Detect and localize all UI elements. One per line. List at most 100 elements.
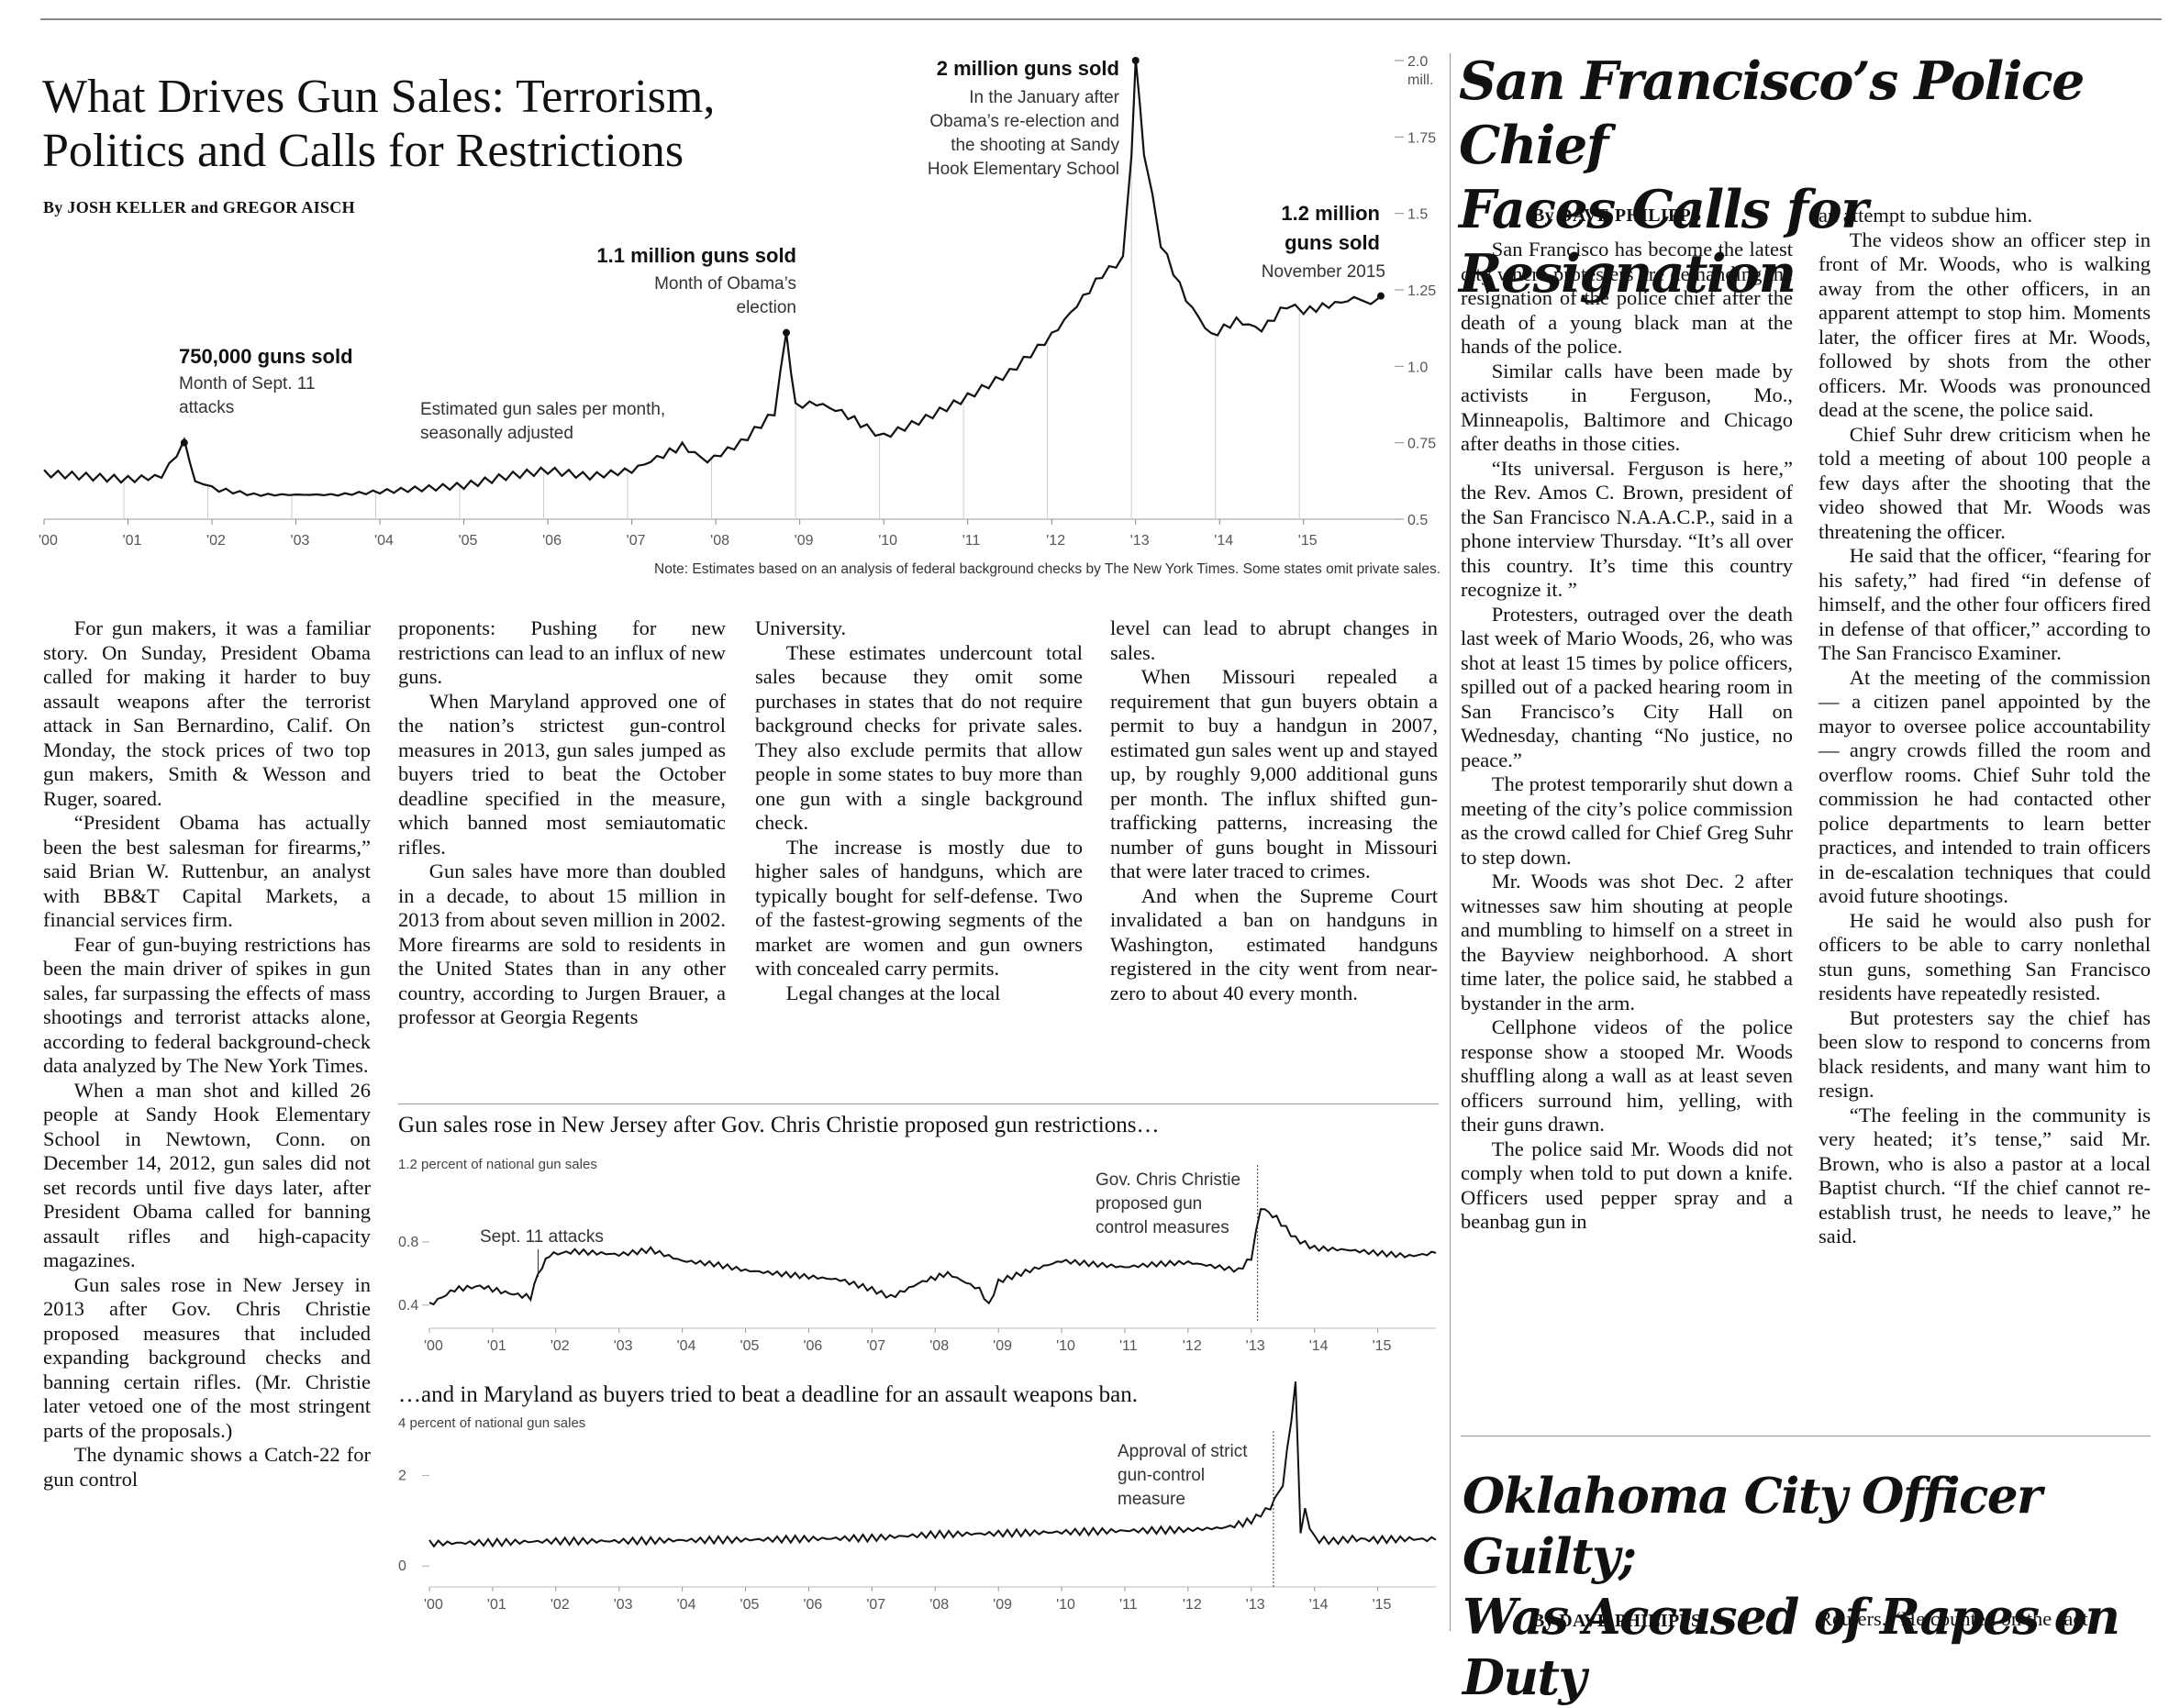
x-tick-label: '13 (1130, 533, 1150, 549)
paragraph: At the meeting of the commission — a cit… (1819, 665, 2151, 908)
gun-story-column-4: level can lead to abrupt changes in sale… (1110, 616, 1438, 1005)
paragraph: Fear of gun-buying restrictions has been… (43, 932, 371, 1078)
paragraph: level can lead to abrupt changes in sale… (1110, 616, 1438, 664)
y-tick-label: 0.4 (398, 1298, 418, 1314)
y-tick-label: 1.75 (1407, 130, 1436, 146)
x-tick-label: '07 (866, 1338, 885, 1354)
paragraph: When Maryland approved one of the nation… (398, 689, 726, 859)
md-annotation-2: gun-control (1118, 1466, 1206, 1485)
nj-chart-title: Gun sales rose in New Jersey after Gov. … (398, 1113, 1160, 1137)
sf-headline-line-1: San Francisco’s Police Chief (1459, 50, 2085, 176)
gun-story-column-2: proponents: Pushing for new restrictions… (398, 616, 726, 1030)
sales-line (43, 59, 1382, 497)
x-tick-label: '04 (677, 1338, 696, 1354)
x-tick-label: '00 (424, 1597, 443, 1613)
headline-line-1: What Drives Gun Sales: Terrorism, (42, 71, 716, 123)
paragraph: “The feeling in the community is very he… (1819, 1103, 2151, 1248)
annotation-2013-line3: the shooting at Sandy (951, 136, 1119, 155)
x-tick-label: '03 (614, 1597, 633, 1613)
x-tick-label: '12 (1183, 1338, 1202, 1354)
x-tick-label: '14 (1309, 1338, 1329, 1354)
annotation-2013-line1: In the January after (969, 88, 1119, 107)
annotation-2015-bold2: guns sold (1285, 231, 1380, 254)
ok-story-column-2: Reuters. “He counted on the fact (1819, 1607, 2151, 1632)
x-tick-label: '13 (1246, 1597, 1265, 1613)
nj-annotation-christie-2: proposed gun (1096, 1194, 1203, 1214)
paragraph: “President Obama has actually been the b… (43, 811, 371, 931)
sf-story-column-1: San Francisco has become the latest city… (1461, 238, 1793, 1235)
y-unit-label: mill. (1407, 72, 1433, 88)
x-tick-label: '15 (1373, 1597, 1392, 1613)
annotation-2008-line1: Month of Obama’s (654, 274, 796, 294)
highlight-point (1131, 57, 1140, 64)
paragraph: “Its universal. Ferguson is here,” the R… (1461, 456, 1793, 602)
annotation-2001-line1: Month of Sept. 11 (179, 374, 316, 394)
paragraph: proponents: Pushing for new restrictions… (398, 616, 726, 688)
annotation-2008-bold: 1.1 million guns sold (596, 244, 796, 267)
gun-story-column-1: For gun makers, it was a familiar story.… (43, 616, 371, 1492)
paragraph: Chief Suhr drew criticism when he told a… (1819, 422, 2151, 543)
top-rule (40, 18, 2162, 20)
x-tick-label: '06 (542, 533, 562, 549)
paragraph: an attempt to subdue him. (1819, 204, 2033, 227)
sf-story-headline[interactable]: San Francisco’s Police Chief Faces Calls… (1459, 50, 2174, 306)
md-annotation-1: Approval of strict (1118, 1442, 1248, 1461)
paragraph: The protest temporarily shut down a meet… (1461, 772, 1793, 869)
ok-headline-line-1: Oklahoma City Officer Guilty; (1463, 1468, 2042, 1585)
main-gun-sales-chart: '00 '01 '02 '03 '04 '05 '06 '07 '08 '09 '10 '11 '12 '… (39, 54, 1436, 549)
paragraph: Gun sales have more than doubled in a de… (398, 860, 726, 1028)
series-label-line1: Estimated gun sales per month, (420, 400, 666, 419)
x-tick-label: '11 (1119, 1597, 1138, 1613)
annotation-2013-bold: 2 million guns sold (936, 57, 1119, 80)
annotation-2013-line4: Hook Elementary School (927, 160, 1119, 179)
gun-story-headline[interactable]: What Drives Gun Sales: Terrorism, Politi… (42, 70, 868, 178)
x-tick-label: '00 (39, 533, 58, 549)
x-tick-label: '03 (614, 1338, 633, 1354)
paragraph: Protesters, outraged over the death last… (1461, 602, 1793, 771)
share-line (428, 1208, 1437, 1306)
x-tick-label: '10 (1056, 1338, 1075, 1354)
share-line (428, 1381, 1437, 1548)
y-tick-label: 0.75 (1407, 437, 1436, 452)
y-tick-label: 2 (398, 1469, 406, 1484)
y-tick-label: 0.8 (398, 1235, 418, 1250)
x-tick-label: '08 (710, 533, 729, 549)
x-tick-label: '12 (1183, 1597, 1202, 1613)
x-tick-label: '11 (1119, 1338, 1138, 1354)
paragraph: University. (755, 616, 847, 639)
y-tick-label: 2.0 (1407, 54, 1428, 70)
paragraph: Cellphone videos of the police response … (1461, 1015, 1793, 1136)
x-tick-label: '07 (866, 1597, 885, 1613)
nj-chart-ylabel: 1.2 percent of national gun sales (398, 1157, 597, 1172)
series-label-line2: seasonally adjusted (420, 424, 573, 443)
x-tick-label: '08 (929, 1597, 949, 1613)
paragraph: The videos show an officer step in front… (1819, 227, 2151, 422)
column-divider (1450, 53, 1451, 1631)
ok-headline-line-2: Was Accused of Rapes on Duty (1463, 1589, 2120, 1706)
x-tick-label: '03 (291, 533, 310, 549)
x-tick-label: '14 (1309, 1597, 1329, 1613)
paragraph: When a man shot and killed 26 people at … (43, 1078, 371, 1272)
x-tick-label: '05 (740, 1338, 760, 1354)
x-tick-label: '01 (123, 533, 142, 549)
x-tick-label: '12 (1046, 533, 1065, 549)
nj-annotation-sept11: Sept. 11 attacks (480, 1227, 604, 1247)
paragraph: He said that the officer, “fearing for h… (1819, 544, 2151, 664)
x-tick-label: '10 (878, 533, 897, 549)
annotation-2001-bold: 750,000 guns sold (179, 345, 353, 368)
paragraph: San Francisco has become the latest city… (1461, 238, 1793, 358)
paragraph: The dynamic shows a Catch-22 for gun con… (43, 1443, 371, 1491)
y-tick-label: 1.5 (1407, 207, 1428, 223)
paragraph: When Missouri repealed a requirement tha… (1110, 665, 1438, 882)
gun-story-column-3: University. These estimates undercount to… (755, 616, 1083, 1005)
md-chart-ylabel: 4 percent of national gun sales (398, 1415, 586, 1431)
sf-story-column-2: an attempt to subdue him. The videos show… (1819, 204, 2151, 1249)
nj-gun-sales-chart: '00 '01 '02 '03 '04 '05 '06 '07 '08 '09 '10 '11 '12 '… (398, 1165, 1437, 1354)
paragraph: Legal changes at the local (785, 981, 1001, 1004)
ok-story-headline[interactable]: Oklahoma City Officer Guilty; Was Accuse… (1463, 1466, 2178, 1708)
nj-annotation-christie-1: Gov. Chris Christie (1096, 1170, 1241, 1190)
x-tick-label: '05 (459, 533, 478, 549)
y-tick-label: 0 (398, 1558, 406, 1574)
x-tick-label: '01 (487, 1338, 506, 1354)
headline-line-2: Politics and Calls for Restrictions (42, 125, 684, 177)
